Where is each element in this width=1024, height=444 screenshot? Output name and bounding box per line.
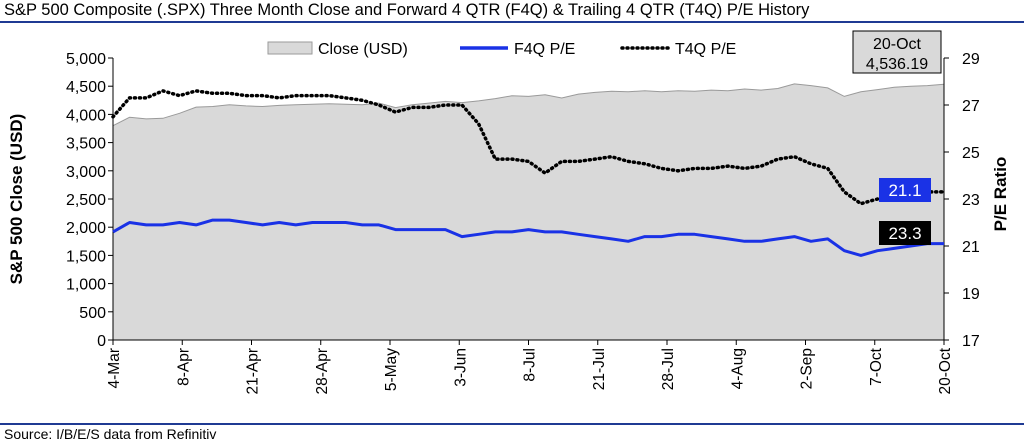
source-note: Source: I/B/E/S data from Refinitiv [4, 426, 217, 442]
f4q-end-label: 21.1 [888, 181, 921, 200]
y2-tick-label: 17 [962, 333, 980, 350]
y2-tick-label: 19 [962, 286, 980, 303]
pe-lines-layer [111, 89, 946, 257]
y2-tick-label: 27 [962, 98, 980, 115]
y-tick-label: 3,500 [66, 136, 106, 153]
close-area-layer [112, 83, 945, 341]
x-tick-label: 2-Sep [799, 348, 816, 389]
y-tick-label: 2,000 [66, 220, 106, 237]
t4q-end-label-box [879, 221, 931, 245]
y-tick-label: 2,500 [66, 192, 106, 209]
series-f4q-line [112, 218, 944, 257]
series-close-outline [112, 83, 945, 127]
footer-rule [0, 423, 1024, 425]
legend-close-swatch [267, 41, 313, 55]
axes-layer: 0 500 1,000 1,500 2,000 2,500 3,000 3,500 4,000 4… [7, 51, 1010, 395]
x-tick-label: 28-Apr [314, 348, 331, 395]
x-tick-label: 3-Jun [452, 348, 469, 387]
y-axis-title: S&P 500 Close (USD) [7, 114, 26, 285]
x-tick-label: 28-Jul [660, 348, 677, 390]
x-tick-label: 21-Apr [245, 348, 262, 395]
legend-f4q-label: F4Q P/E [514, 41, 575, 58]
y2-tick-label: 23 [962, 192, 980, 209]
series-t4q-line [111, 89, 946, 206]
y-tick-label: 1,000 [66, 277, 106, 294]
y2-axis-title: P/E Ratio [991, 157, 1010, 232]
x-tick-label: 21-Jul [591, 348, 608, 390]
x-tick-label: 4-Mar [106, 348, 123, 388]
annotation-layer: 20-Oct 4,536.19 21.1 23.3 [852, 30, 942, 245]
annotation-value: 4,536.19 [866, 56, 928, 73]
x-tick-label: 8-Apr [175, 348, 192, 386]
f4q-end-label-box [879, 178, 931, 202]
x-tick-label: 8-Jul [522, 348, 539, 382]
chart-title: S&P 500 Composite (.SPX) Three Month Clo… [4, 1, 810, 19]
title-rule [0, 21, 1024, 23]
legend-close-label: Close (USD) [318, 41, 408, 58]
y-tick-label: 4,000 [66, 107, 106, 124]
y-tick-label: 500 [79, 305, 106, 322]
legend: Close (USD) F4Q P/E T4Q P/E [267, 41, 736, 58]
x-tick-label: 20-Oct [937, 347, 954, 394]
y2-tick-label: 21 [962, 239, 980, 256]
series-close-area [113, 83, 944, 341]
t4q-end-label: 23.3 [888, 224, 921, 243]
y-tick-label: 3,000 [66, 164, 106, 181]
y2-tick-label: 29 [962, 51, 980, 68]
x-tick-label: 5-May [383, 348, 400, 391]
annotation-box [852, 30, 942, 74]
y-tick-label: 0 [97, 333, 106, 350]
legend-t4q-label: T4Q P/E [675, 41, 736, 58]
y-tick-label: 1,500 [66, 248, 106, 265]
annotation-date: 20-Oct [873, 36, 922, 53]
y-tick-label: 4,500 [66, 79, 106, 96]
x-tick-label: 7-Oct [868, 347, 885, 386]
y2-tick-label: 25 [962, 145, 980, 162]
y-tick-label: 5,000 [66, 51, 106, 68]
x-tick-label: 4-Aug [729, 348, 746, 389]
